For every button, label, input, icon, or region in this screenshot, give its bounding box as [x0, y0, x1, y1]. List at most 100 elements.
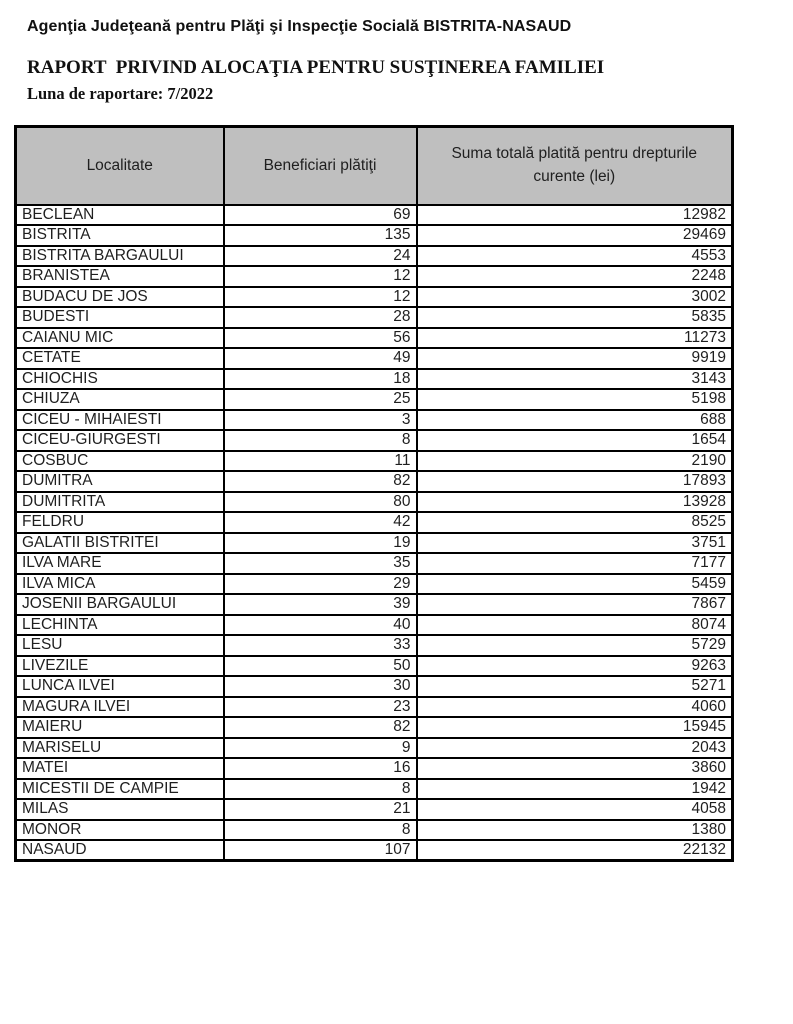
table-row: MILAS 21 4058: [14, 798, 734, 821]
beneficiaries-cell: 30: [222, 675, 418, 698]
beneficiaries-cell: 33: [222, 634, 418, 657]
beneficiaries-cell: 49: [222, 347, 418, 370]
beneficiaries-cell: 56: [222, 326, 418, 349]
table-row: ILVA MICA 29 5459: [14, 572, 734, 595]
amount-cell: 1654: [415, 429, 734, 452]
table-row: MAIERU 82 15945: [14, 716, 734, 739]
beneficiaries-cell: 21: [222, 798, 418, 821]
table-header-row: Localitate Beneficiari plătiţi Suma tota…: [14, 125, 734, 206]
table-row: BISTRITA 135 29469: [14, 224, 734, 247]
table-row: CETATE 49 9919: [14, 347, 734, 370]
locality-cell: DUMITRITA: [14, 490, 225, 513]
amount-cell: 1380: [415, 818, 734, 841]
table-row: MONOR 8 1380: [14, 818, 734, 841]
amount-cell: 29469: [415, 224, 734, 247]
table-row: NASAUD 107 22132: [14, 839, 734, 862]
table-row: LIVEZILE 50 9263: [14, 654, 734, 677]
amount-cell: 4060: [415, 695, 734, 718]
table-row: MARISELU 9 2043: [14, 736, 734, 759]
amount-cell: 2043: [415, 736, 734, 759]
amount-cell: 4058: [415, 798, 734, 821]
beneficiaries-cell: 82: [222, 470, 418, 493]
table-row: CAIANU MIC 56 11273: [14, 326, 734, 349]
locality-cell: CETATE: [14, 347, 225, 370]
beneficiaries-cell: 24: [222, 244, 418, 267]
amount-cell: 13928: [415, 490, 734, 513]
amount-cell: 3002: [415, 285, 734, 308]
amount-cell: 1942: [415, 777, 734, 800]
beneficiaries-cell: 16: [222, 757, 418, 780]
table-row: BRANISTEA 12 2248: [14, 265, 734, 288]
table-row: BECLEAN 69 12982: [14, 203, 734, 226]
table-row: DUMITRITA 80 13928: [14, 490, 734, 513]
amount-cell: 8525: [415, 511, 734, 534]
report-period: Luna de raportare: 7/2022: [27, 84, 214, 103]
beneficiaries-cell: 42: [222, 511, 418, 534]
amount-cell: 7177: [415, 552, 734, 575]
locality-cell: LIVEZILE: [14, 654, 225, 677]
column-header-locality: Localitate: [14, 125, 225, 206]
table-row: BUDESTI 28 5835: [14, 306, 734, 329]
beneficiaries-cell: 39: [222, 593, 418, 616]
beneficiaries-cell: 23: [222, 695, 418, 718]
table-row: LESU 33 5729: [14, 634, 734, 657]
beneficiaries-cell: 28: [222, 306, 418, 329]
amount-cell: 3751: [415, 531, 734, 554]
beneficiaries-cell: 18: [222, 367, 418, 390]
report-title: RAPORT PRIVIND ALOCAŢIA PENTRU SUSŢINERE…: [27, 57, 605, 78]
table-row: BISTRITA BARGAULUI 24 4553: [14, 244, 734, 267]
locality-cell: JOSENII BARGAULUI: [14, 593, 225, 616]
beneficiaries-cell: 12: [222, 285, 418, 308]
agency-header: Agenţia Judeţeană pentru Plăţi şi Inspec…: [27, 18, 572, 35]
locality-cell: MATEI: [14, 757, 225, 780]
table-row: FELDRU 42 8525: [14, 511, 734, 534]
locality-cell: CICEU - MIHAIESTI: [14, 408, 225, 431]
locality-cell: BISTRITA: [14, 224, 225, 247]
beneficiaries-cell: 8: [222, 429, 418, 452]
beneficiaries-cell: 25: [222, 388, 418, 411]
amount-cell: 22132: [415, 839, 734, 862]
table-row: LECHINTA 40 8074: [14, 613, 734, 636]
amount-cell: 5198: [415, 388, 734, 411]
locality-cell: FELDRU: [14, 511, 225, 534]
beneficiaries-cell: 35: [222, 552, 418, 575]
beneficiaries-cell: 107: [222, 839, 418, 862]
locality-cell: LUNCA ILVEI: [14, 675, 225, 698]
table-row: MATEI 16 3860: [14, 757, 734, 780]
table-row: GALATII BISTRITEI 19 3751: [14, 531, 734, 554]
amount-cell: 11273: [415, 326, 734, 349]
locality-cell: COSBUC: [14, 449, 225, 472]
locality-cell: BRANISTEA: [14, 265, 225, 288]
beneficiaries-cell: 69: [222, 203, 418, 226]
table-row: DUMITRA 82 17893: [14, 470, 734, 493]
table-row: CICEU - MIHAIESTI 3 688: [14, 408, 734, 431]
beneficiaries-cell: 82: [222, 716, 418, 739]
amount-cell: 9919: [415, 347, 734, 370]
beneficiaries-cell: 12: [222, 265, 418, 288]
locality-cell: BUDESTI: [14, 306, 225, 329]
locality-cell: MAGURA ILVEI: [14, 695, 225, 718]
locality-cell: CHIOCHIS: [14, 367, 225, 390]
locality-cell: GALATII BISTRITEI: [14, 531, 225, 554]
locality-cell: CHIUZA: [14, 388, 225, 411]
table-row: JOSENII BARGAULUI 39 7867: [14, 593, 734, 616]
locality-cell: BISTRITA BARGAULUI: [14, 244, 225, 267]
beneficiaries-cell: 8: [222, 818, 418, 841]
locality-cell: DUMITRA: [14, 470, 225, 493]
column-header-beneficiaries: Beneficiari plătiţi: [222, 125, 418, 206]
locality-cell: CAIANU MIC: [14, 326, 225, 349]
amount-cell: 5459: [415, 572, 734, 595]
amount-cell: 15945: [415, 716, 734, 739]
table-body: BECLEAN 69 12982 BISTRITA 135 29469 BIST…: [14, 203, 734, 862]
beneficiaries-cell: 29: [222, 572, 418, 595]
beneficiaries-cell: 135: [222, 224, 418, 247]
amount-cell: 17893: [415, 470, 734, 493]
amount-cell: 5729: [415, 634, 734, 657]
beneficiaries-cell: 9: [222, 736, 418, 759]
locality-cell: MILAS: [14, 798, 225, 821]
amount-cell: 12982: [415, 203, 734, 226]
table-row: COSBUC 11 2190: [14, 449, 734, 472]
amount-cell: 688: [415, 408, 734, 431]
table-row: BUDACU DE JOS 12 3002: [14, 285, 734, 308]
locality-cell: BECLEAN: [14, 203, 225, 226]
